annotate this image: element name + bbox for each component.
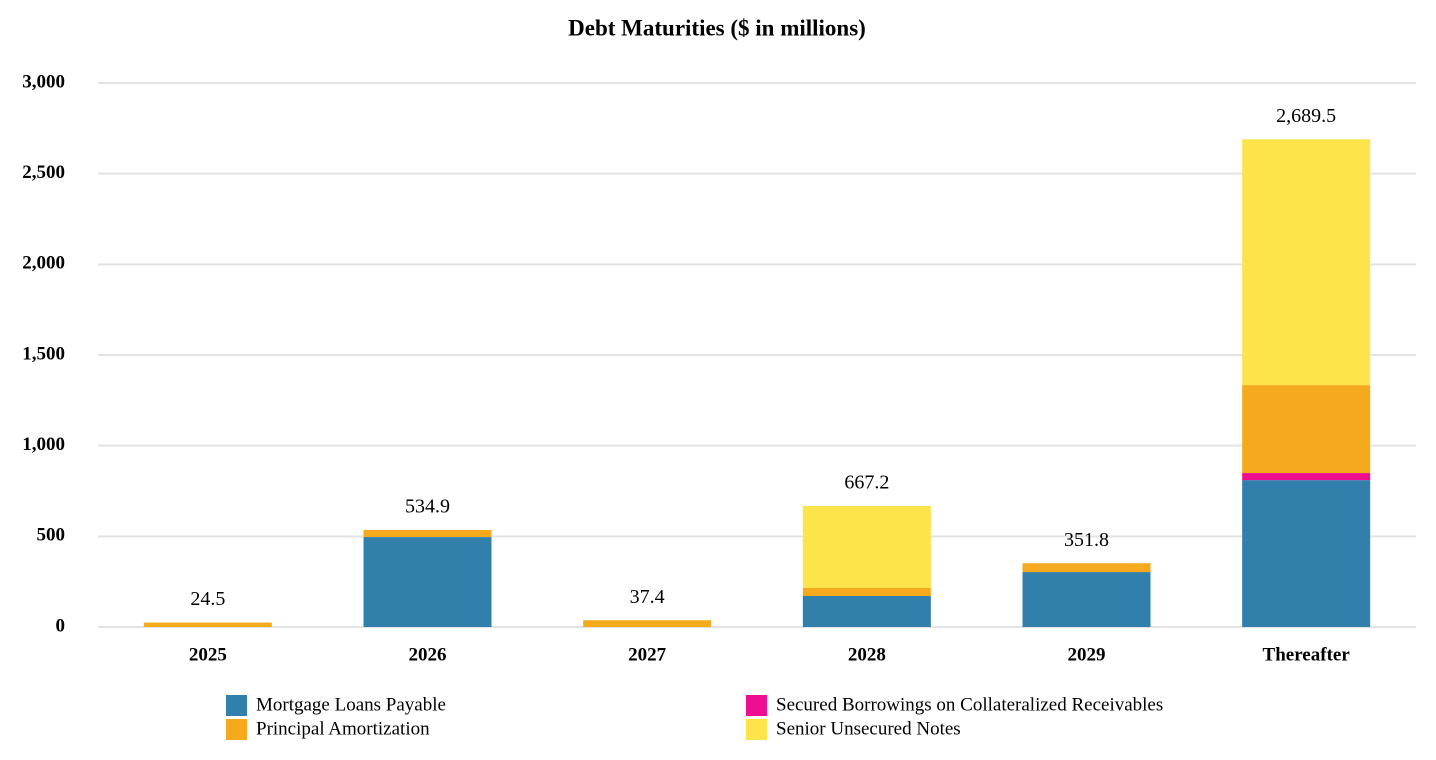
total-label: 351.8 xyxy=(1064,529,1109,551)
bar-segment xyxy=(1022,572,1151,627)
y-tick-label: 1,000 xyxy=(22,434,65,455)
y-tick-label: 500 xyxy=(37,525,66,546)
total-label: 667.2 xyxy=(844,472,889,494)
y-tick-label: 0 xyxy=(56,615,66,636)
legend-swatch xyxy=(226,719,247,740)
y-tick-label: 2,500 xyxy=(22,162,65,183)
x-tick-label: 2026 xyxy=(409,644,447,665)
x-tick-label: 2029 xyxy=(1068,644,1106,665)
total-label: 24.5 xyxy=(190,588,225,610)
bar-segment xyxy=(1242,385,1371,474)
x-tick-label: 2027 xyxy=(628,644,667,665)
legend-label: Mortgage Loans Payable xyxy=(256,694,446,715)
bar-segment xyxy=(1242,139,1371,386)
legend-swatch xyxy=(746,695,767,716)
x-tick-label: 2028 xyxy=(848,644,886,665)
legend-label: Principal Amortization xyxy=(256,718,430,739)
bar-segment xyxy=(802,506,931,589)
total-label: 2,689.5 xyxy=(1276,105,1336,127)
y-tick-label: 1,500 xyxy=(22,343,65,364)
legend-swatch xyxy=(746,719,767,740)
x-tick-label: Thereafter xyxy=(1263,644,1351,665)
bar-segment xyxy=(802,588,931,596)
y-tick-label: 3,000 xyxy=(22,71,65,92)
x-tick-label: 2025 xyxy=(189,644,227,665)
total-label: 534.9 xyxy=(405,496,450,518)
legend-label: Secured Borrowings on Collateralized Rec… xyxy=(776,694,1163,715)
legend-label: Senior Unsecured Notes xyxy=(776,718,961,739)
bar-segment xyxy=(583,620,712,627)
bar-segment xyxy=(802,595,931,627)
bar-segment xyxy=(1242,480,1371,627)
bar-segment xyxy=(1022,563,1151,573)
y-tick-label: 2,000 xyxy=(22,253,65,274)
chart-title: Debt Maturities ($ in millions) xyxy=(568,15,866,40)
legend-swatch xyxy=(226,695,247,716)
bar-segment xyxy=(363,537,492,627)
bar-segment xyxy=(363,530,492,538)
bar-segment xyxy=(1242,473,1371,481)
bar-segment xyxy=(143,622,272,627)
total-label: 37.4 xyxy=(630,586,665,608)
